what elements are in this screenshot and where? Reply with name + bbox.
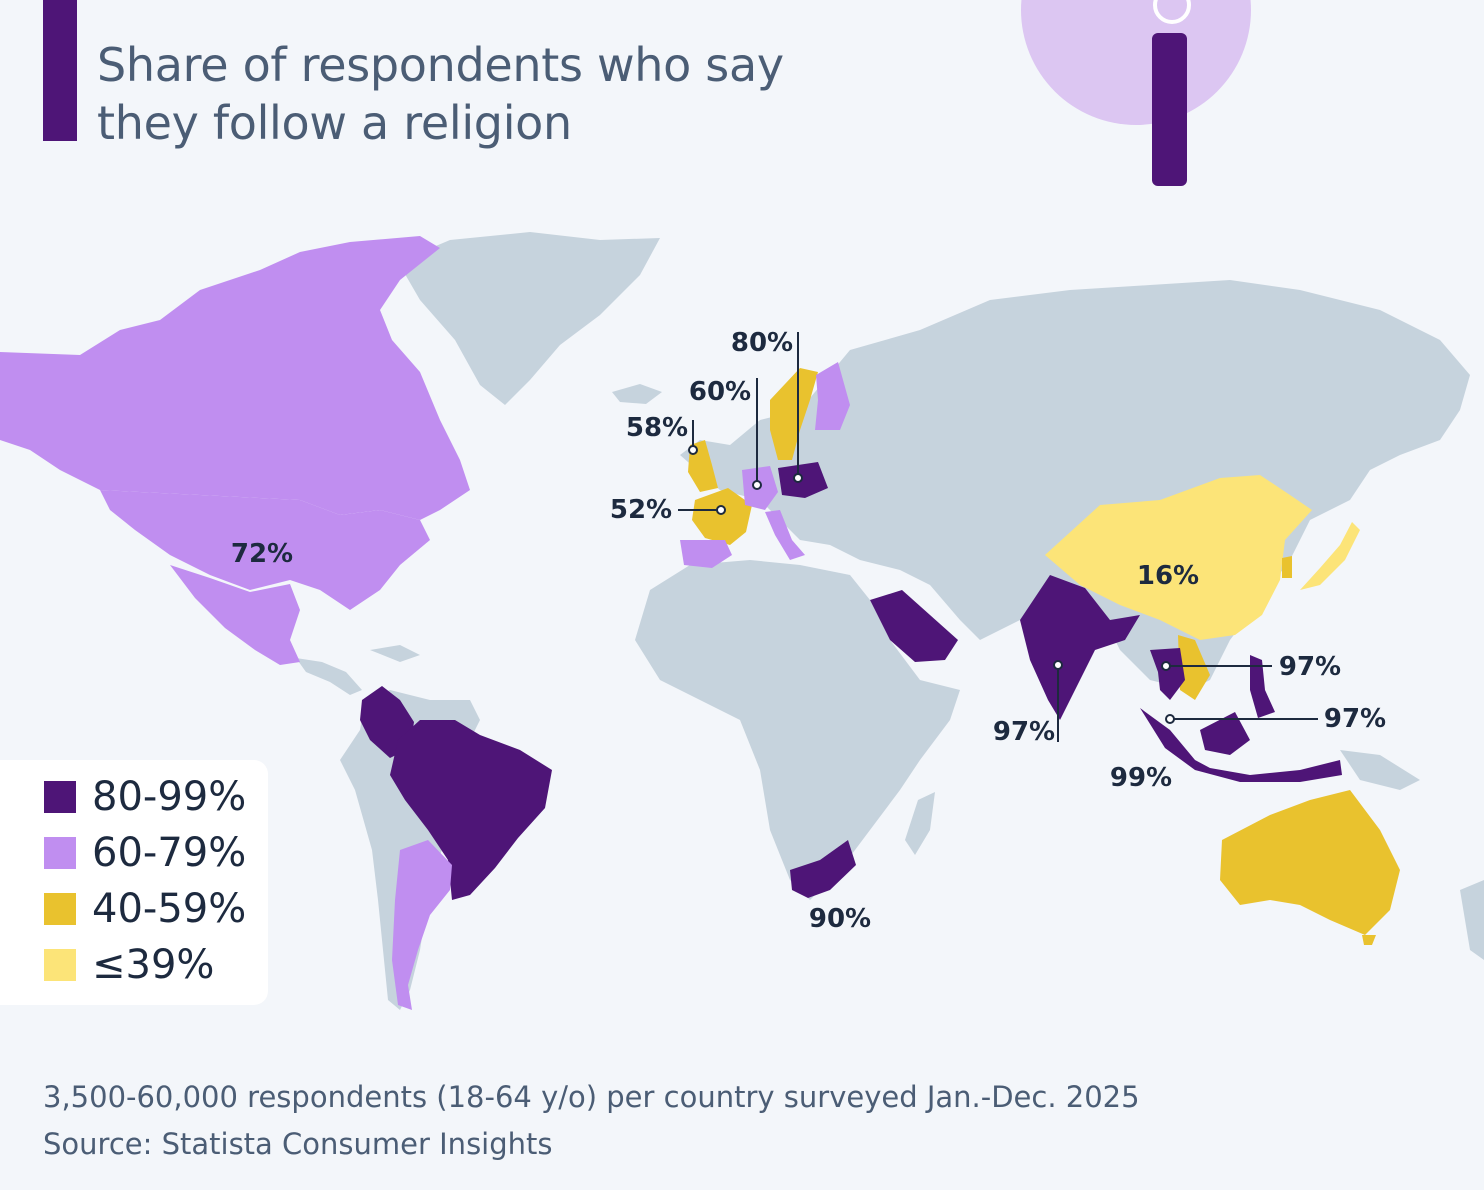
dot-thailand <box>1161 661 1171 671</box>
legend-label: 60-79% <box>92 830 247 876</box>
region-finland <box>815 362 850 430</box>
region-mexico <box>170 565 300 665</box>
dot-india <box>1053 660 1063 670</box>
shaded-countries <box>0 236 1400 1010</box>
legend-swatch <box>44 837 76 869</box>
region-indonesia <box>1140 708 1342 782</box>
iceland <box>612 384 662 404</box>
region-tasmania <box>1362 935 1376 945</box>
base-landmasses <box>296 232 1484 1010</box>
label-philippines: 97% <box>1324 704 1386 734</box>
subtitle-line-2: they follow a religion <box>97 96 572 150</box>
caribbean <box>370 645 420 662</box>
greenland <box>398 232 660 405</box>
region-poland <box>778 462 828 498</box>
legend-item-40-59: 40-59% <box>44 886 246 932</box>
region-sweden-norway <box>770 368 818 460</box>
label-indonesia: 99% <box>1110 763 1172 793</box>
legend-item-le-39: ≤39% <box>44 942 214 988</box>
decorative-bar-icon <box>1152 33 1187 186</box>
legend-swatch <box>44 893 76 925</box>
eurasia <box>680 280 1470 690</box>
legend: 80-99% 60-79% 40-59% ≤39% <box>0 760 268 1005</box>
legend-swatch <box>44 949 76 981</box>
region-india <box>1020 575 1140 720</box>
label-usa: 72% <box>231 539 293 569</box>
label-uk: 58% <box>626 413 688 443</box>
region-saudi-arabia <box>870 590 958 662</box>
region-thailand <box>1150 648 1185 700</box>
region-spain <box>680 540 732 568</box>
dot-philippines <box>1165 714 1175 724</box>
region-japan <box>1300 522 1360 590</box>
region-china <box>1045 475 1312 640</box>
new-guinea-region <box>1340 750 1420 790</box>
region-korea <box>1282 556 1292 578</box>
region-argentina <box>392 840 452 1010</box>
title-accent-bar <box>43 0 77 141</box>
chart-subtitle: Share of respondents who say they follow… <box>97 36 857 152</box>
region-vietnam <box>1178 635 1210 700</box>
label-thailand: 97% <box>1279 652 1341 682</box>
central-america <box>296 658 362 695</box>
leader-dots <box>688 445 1175 724</box>
label-india: 97% <box>993 717 1055 747</box>
value-labels: 72% 80% 60% 58% 52% 16% 97% 97% 97% 99% … <box>231 328 1386 934</box>
dot-germany <box>752 480 762 490</box>
madagascar <box>905 792 935 855</box>
africa <box>635 560 960 900</box>
legend-label: ≤39% <box>92 942 215 988</box>
legend-swatch <box>44 781 76 813</box>
region-usa <box>100 490 430 610</box>
label-germany: 60% <box>689 377 751 407</box>
label-france: 52% <box>610 495 672 525</box>
new-zealand <box>1460 880 1484 960</box>
region-france <box>692 488 752 545</box>
region-italy <box>765 510 805 560</box>
region-malaysia-borneo <box>1200 712 1250 755</box>
region-south-africa <box>790 840 856 898</box>
leader-lines <box>678 332 1318 742</box>
region-australia <box>1220 790 1400 935</box>
dot-france <box>716 505 726 515</box>
dot-sweden <box>793 473 803 483</box>
dot-uk <box>688 445 698 455</box>
region-brazil <box>390 720 552 900</box>
label-sweden: 80% <box>731 328 793 358</box>
region-canada <box>0 236 470 520</box>
footer-source: Source: Statista Consumer Insights <box>43 1127 553 1161</box>
label-south-africa: 90% <box>809 904 871 934</box>
legend-item-60-79: 60-79% <box>44 830 246 876</box>
label-china: 16% <box>1137 561 1199 591</box>
footer-note: 3,500-60,000 respondents (18-64 y/o) per… <box>43 1080 1140 1114</box>
subtitle-line-1: Share of respondents who say <box>97 38 784 92</box>
legend-label: 80-99% <box>92 774 247 820</box>
legend-label: 40-59% <box>92 886 247 932</box>
region-philippines <box>1250 655 1275 718</box>
legend-item-80-99: 80-99% <box>44 774 246 820</box>
